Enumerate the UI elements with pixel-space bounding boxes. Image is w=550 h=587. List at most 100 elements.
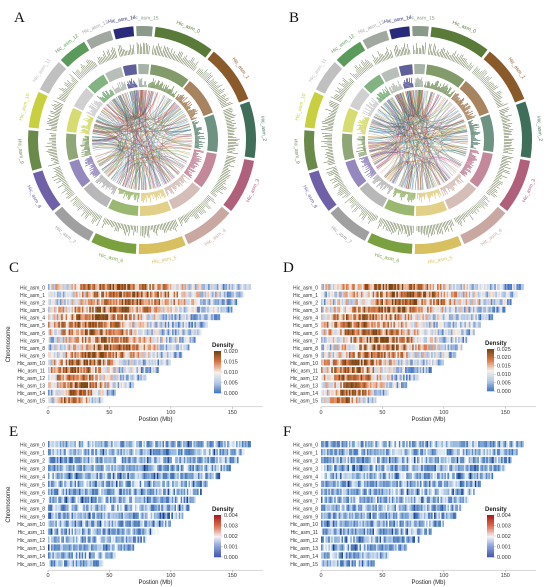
feature-track-tick bbox=[115, 88, 119, 94]
density-bin bbox=[359, 374, 361, 381]
density-bin bbox=[371, 336, 373, 343]
feature-track-tick bbox=[376, 179, 384, 188]
density-bin bbox=[373, 374, 376, 381]
density-bin bbox=[141, 329, 143, 336]
density-bin bbox=[437, 306, 440, 313]
density-bin bbox=[360, 329, 363, 336]
density-bin bbox=[198, 321, 201, 328]
density-bin bbox=[349, 306, 351, 313]
density-bin bbox=[145, 314, 147, 321]
density-bin bbox=[128, 351, 131, 358]
density-bin bbox=[406, 351, 408, 358]
density-bin bbox=[230, 306, 233, 313]
density-track-tick bbox=[87, 59, 94, 70]
density-bin bbox=[326, 321, 329, 328]
density-track-tick bbox=[217, 93, 226, 99]
density-track-tick bbox=[362, 208, 368, 216]
synteny-link bbox=[108, 91, 154, 119]
feature-track-tick bbox=[120, 189, 123, 195]
density-bin bbox=[425, 367, 428, 373]
density-bin bbox=[95, 359, 97, 366]
density-bin bbox=[343, 344, 345, 351]
density-bin bbox=[425, 314, 427, 321]
feature-track-tick bbox=[392, 90, 395, 94]
density-bin bbox=[431, 321, 434, 328]
density-bin bbox=[50, 314, 53, 321]
density-bin bbox=[96, 321, 99, 328]
feature-track-tick bbox=[458, 104, 462, 107]
feature-track-tick bbox=[449, 182, 455, 190]
feature-track-tick bbox=[364, 107, 373, 113]
density-bin bbox=[96, 382, 99, 389]
density-bin bbox=[234, 299, 236, 306]
density-bin bbox=[49, 314, 52, 321]
feature-track-tick bbox=[441, 85, 446, 93]
density-track-tick bbox=[48, 151, 57, 154]
feature-track-tick bbox=[105, 182, 111, 190]
density-bin bbox=[136, 291, 139, 298]
density-track-tick bbox=[195, 207, 202, 216]
feature-track-tick bbox=[194, 147, 201, 149]
density-bin bbox=[384, 306, 387, 313]
density-track-tick bbox=[130, 225, 132, 230]
density-bin bbox=[76, 336, 78, 343]
density-track-tick bbox=[196, 206, 203, 214]
density-bin bbox=[201, 306, 203, 313]
density-bin bbox=[377, 306, 379, 313]
density-bin bbox=[133, 291, 136, 298]
density-bin bbox=[511, 291, 514, 298]
density-bin bbox=[435, 284, 438, 290]
density-bin bbox=[74, 374, 77, 381]
synteny-link bbox=[105, 126, 191, 175]
density-bin bbox=[408, 359, 410, 366]
density-bin bbox=[93, 351, 96, 358]
feature-track-tick bbox=[468, 156, 478, 160]
feature-track-tick bbox=[469, 126, 474, 129]
density-bin bbox=[377, 367, 379, 373]
density-bin bbox=[353, 291, 356, 298]
density-bin bbox=[136, 374, 138, 381]
density-bin bbox=[143, 367, 146, 373]
density-track-tick bbox=[502, 122, 507, 124]
density-bin bbox=[477, 321, 480, 328]
synteny-link bbox=[382, 104, 409, 188]
density-bin bbox=[67, 321, 69, 328]
density-bin bbox=[459, 284, 461, 290]
density-bin bbox=[89, 351, 91, 358]
density-bin bbox=[440, 344, 442, 351]
density-track-tick bbox=[48, 120, 58, 123]
density-bin bbox=[130, 299, 133, 306]
density-bin bbox=[62, 299, 65, 306]
density-bin bbox=[365, 336, 367, 343]
density-bin bbox=[335, 329, 338, 336]
density-track-tick bbox=[351, 201, 359, 209]
density-bin bbox=[124, 284, 127, 290]
feature-track-tick bbox=[155, 191, 158, 198]
density-track-tick bbox=[89, 210, 94, 216]
density-bin bbox=[485, 314, 488, 321]
density-bin bbox=[115, 284, 118, 290]
density-bin bbox=[492, 284, 495, 290]
density-bin bbox=[399, 306, 401, 313]
density-bin bbox=[111, 336, 114, 343]
feature-track-tick bbox=[357, 146, 366, 149]
density-bin bbox=[346, 359, 348, 366]
density-bin bbox=[431, 299, 434, 306]
feature-track-tick bbox=[145, 192, 147, 203]
feature-track-tick bbox=[194, 129, 202, 131]
density-bin bbox=[419, 344, 422, 351]
density-bin bbox=[388, 336, 391, 343]
density-bin bbox=[328, 321, 331, 328]
density-bin bbox=[225, 284, 228, 290]
density-bin bbox=[89, 299, 91, 306]
density-bin bbox=[97, 314, 100, 321]
density-bin bbox=[164, 314, 166, 321]
density-track-tick bbox=[492, 182, 499, 187]
density-track-tick bbox=[178, 52, 184, 63]
density-bin bbox=[434, 314, 436, 321]
density-bin bbox=[165, 351, 168, 358]
density-bin bbox=[97, 389, 100, 396]
density-bin bbox=[67, 351, 69, 358]
density-track-tick bbox=[475, 203, 481, 209]
feature-track-tick bbox=[361, 156, 368, 160]
